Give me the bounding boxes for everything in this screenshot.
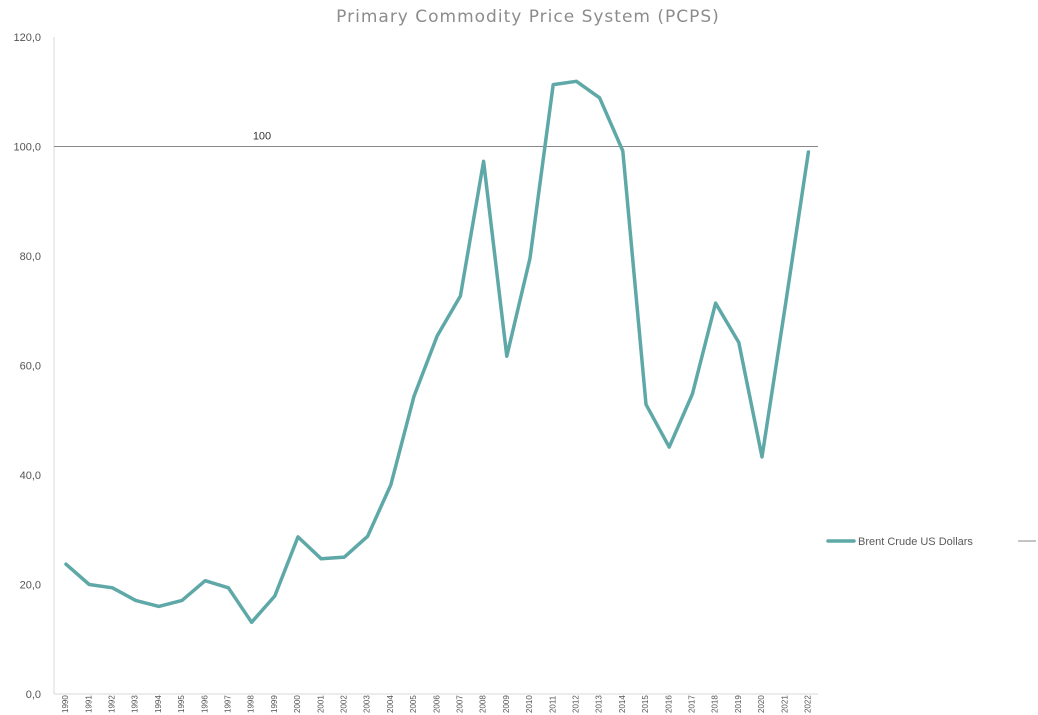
x-tick-label: 1993 xyxy=(131,695,140,713)
x-tick-label: 1992 xyxy=(108,695,117,713)
x-tick-label: 2009 xyxy=(502,695,511,713)
x-tick-label: 1991 xyxy=(84,695,93,713)
x-tick-label: 1999 xyxy=(270,695,279,713)
x-tick-label: 2014 xyxy=(618,695,627,713)
y-tick-label: 20,0 xyxy=(20,580,41,592)
x-tick-label: 2017 xyxy=(688,695,697,713)
y-tick-label: 80,0 xyxy=(20,251,41,263)
x-tick-label: 2011 xyxy=(548,695,557,713)
x-tick-label: 2007 xyxy=(456,695,465,713)
x-tick-label: 2003 xyxy=(363,695,372,713)
x-tick-label: 2013 xyxy=(595,695,604,713)
legend-label: Brent Crude US Dollars xyxy=(858,536,973,548)
x-tick-label: 2002 xyxy=(340,695,349,713)
x-tick-label: 2022 xyxy=(804,695,813,713)
x-tick-label: 2021 xyxy=(780,695,789,713)
x-tick-label: 2010 xyxy=(525,695,534,713)
y-tick-label: 40,0 xyxy=(20,470,41,482)
x-tick-label: 2015 xyxy=(641,695,650,713)
x-tick-label: 1995 xyxy=(177,695,186,713)
series-group xyxy=(64,79,811,625)
series-line xyxy=(64,79,811,625)
x-tick-label: 2018 xyxy=(711,695,720,713)
y-tick-label: 120,0 xyxy=(13,32,41,44)
x-tick-label: 2019 xyxy=(734,695,743,713)
x-tick-label: 2004 xyxy=(386,695,395,713)
reference-line-label: 100 xyxy=(253,131,271,143)
chart-title: Primary Commodity Price System (PCPS) xyxy=(336,7,720,27)
x-tick-label: 2000 xyxy=(293,695,302,713)
x-tick-label: 1998 xyxy=(247,695,256,713)
x-tick-labels: 1990 1991 1992 1993 1994 1995 1996 1997 1998 1999… xyxy=(61,695,812,713)
x-tick-label: 1990 xyxy=(61,695,70,713)
y-tick-label: 100,0 xyxy=(13,142,41,154)
x-tick-label: 2001 xyxy=(316,695,325,713)
y-tick-label: 0,0 xyxy=(26,689,41,701)
x-tick-label: 2012 xyxy=(572,695,581,713)
x-tick-label: 2020 xyxy=(757,695,766,713)
x-tick-label: 2016 xyxy=(664,695,673,713)
axes xyxy=(53,37,818,695)
x-tick-label: 1996 xyxy=(200,695,209,713)
y-tick-labels: 0,0 20,0 40,0 60,0 80,0 100,0 120,0 xyxy=(13,32,41,701)
y-tick-label: 60,0 xyxy=(20,361,41,373)
legend: Brent Crude US Dollars xyxy=(826,536,1036,548)
x-tick-label: 1994 xyxy=(154,695,163,713)
x-tick-label: 2005 xyxy=(409,695,418,713)
reference-line-group: 100 xyxy=(54,131,818,147)
x-tick-label: 1997 xyxy=(224,695,233,713)
x-tick-label: 2006 xyxy=(432,695,441,713)
x-tick-label: 2008 xyxy=(479,695,488,713)
